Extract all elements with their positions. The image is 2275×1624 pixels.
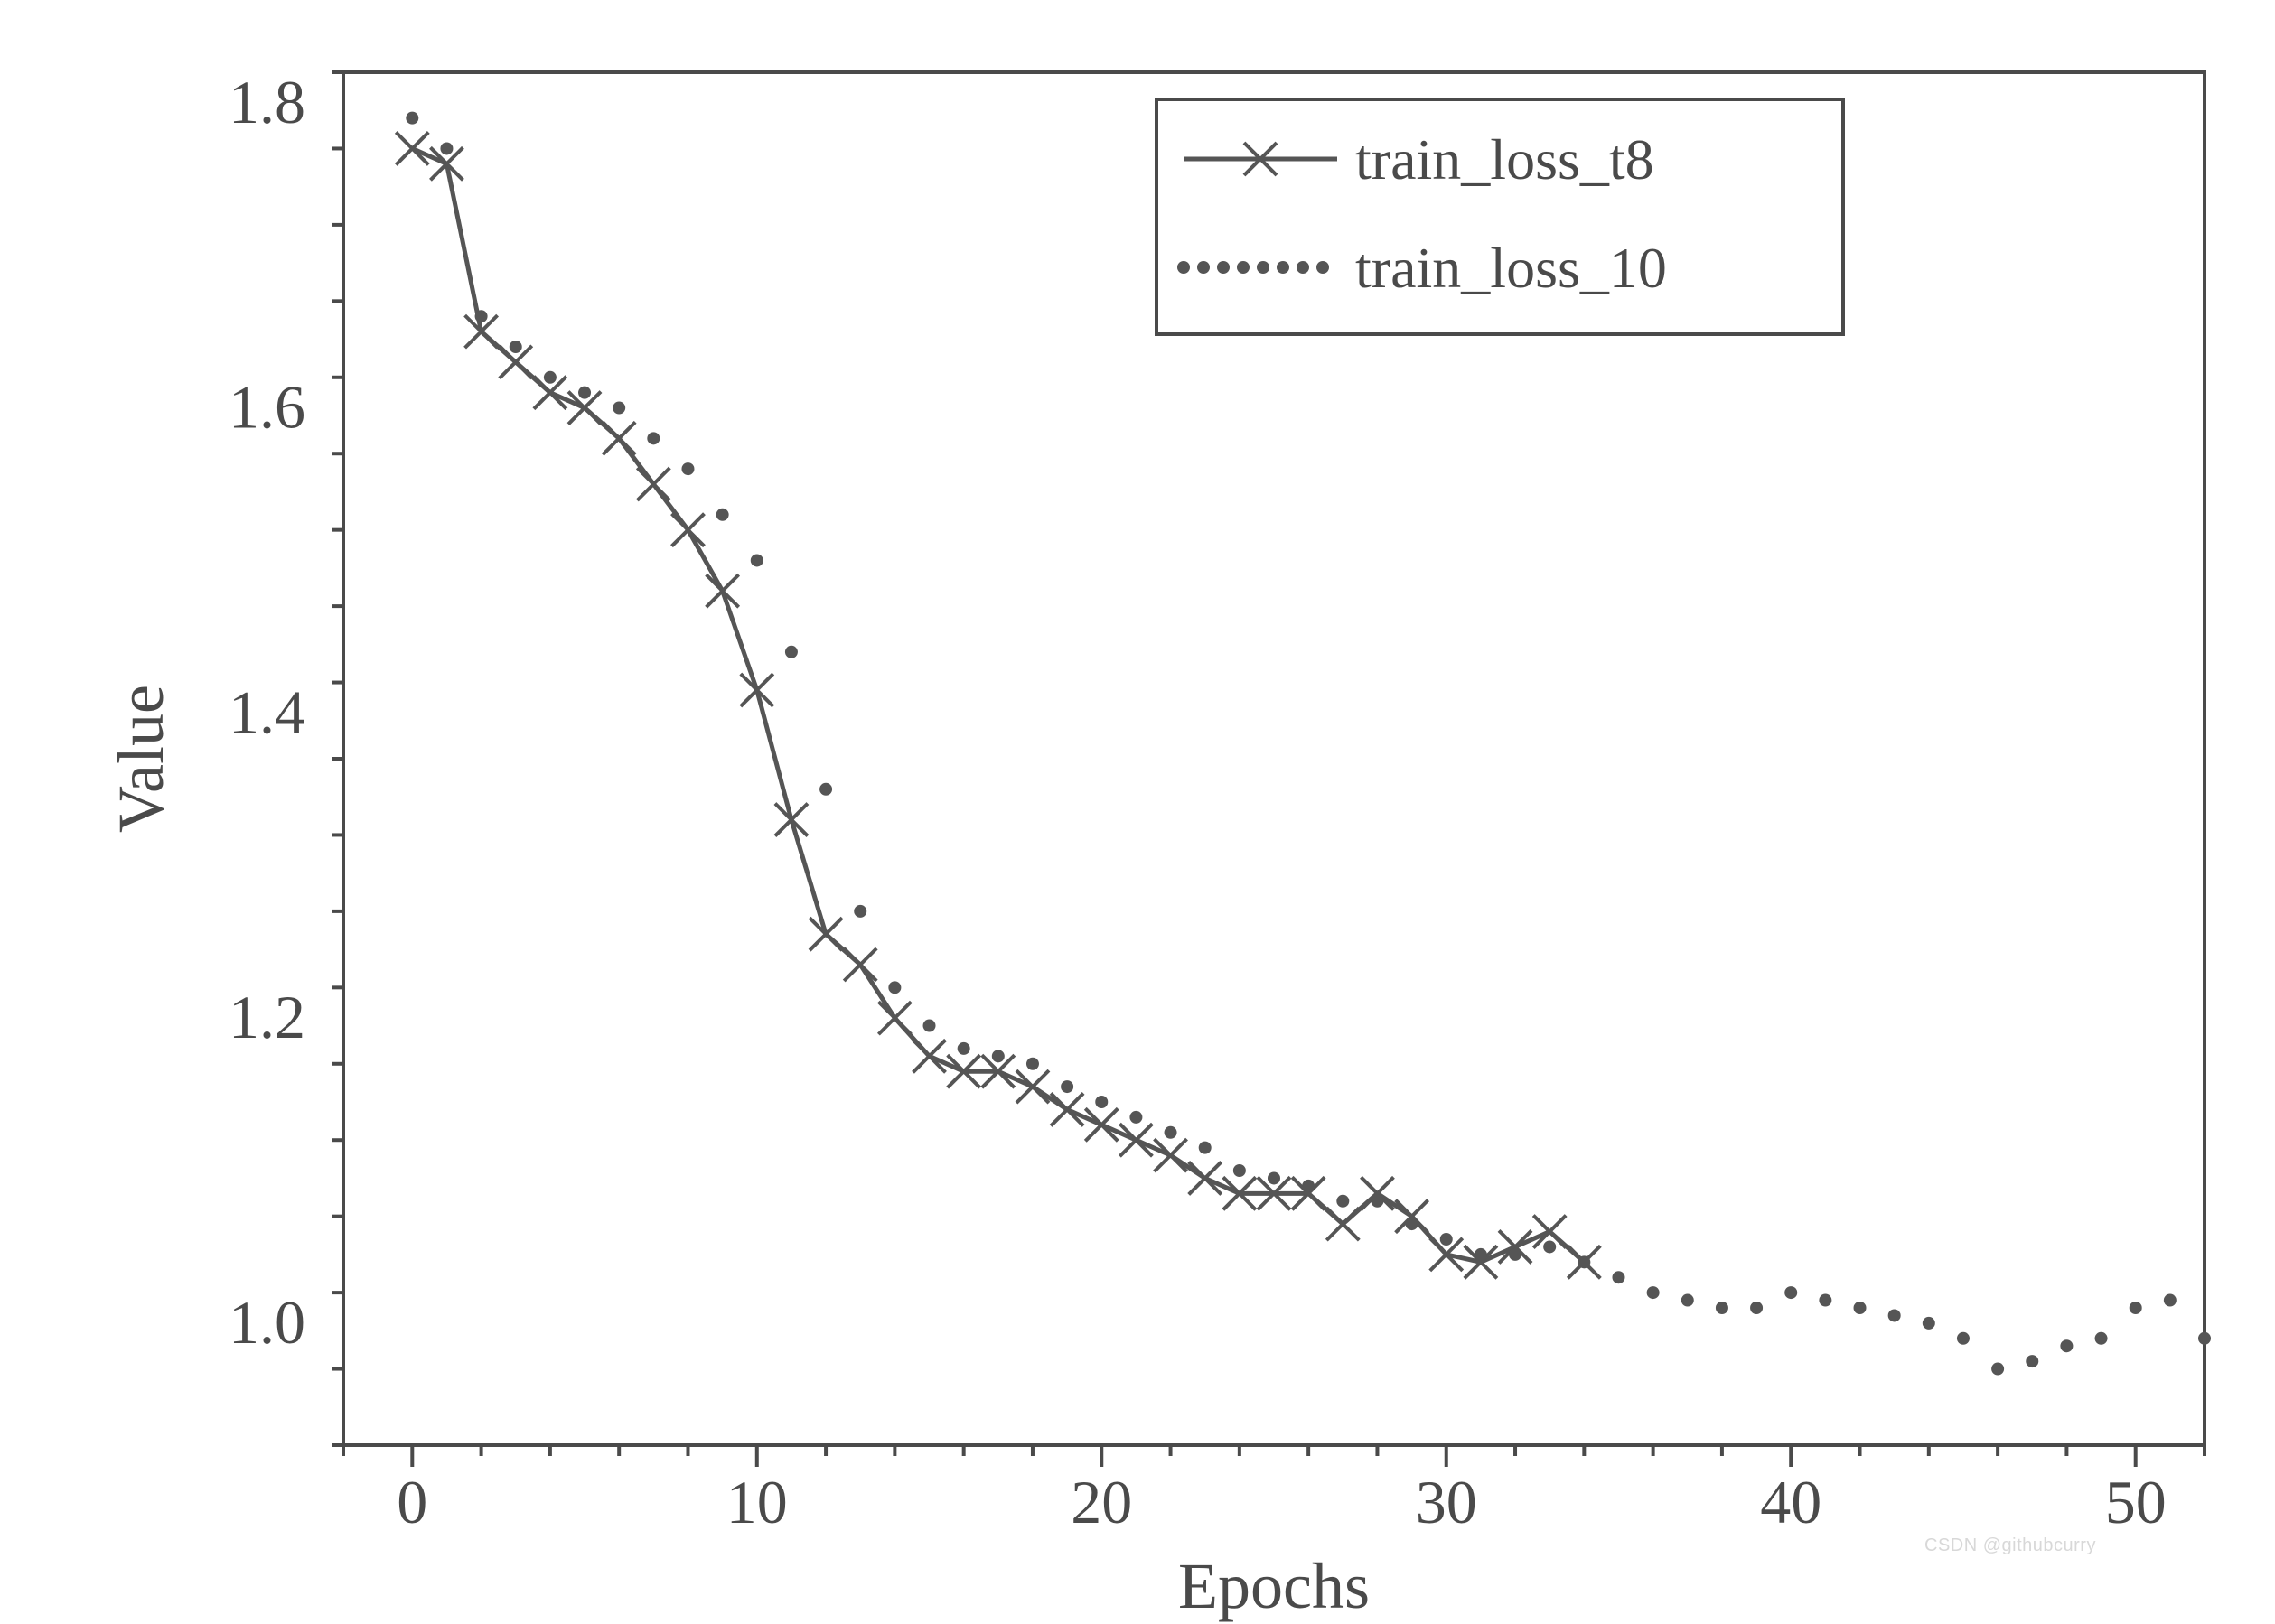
svg-text:10: 10 — [726, 1468, 788, 1536]
svg-text:50: 50 — [2105, 1468, 2167, 1536]
watermark: CSDN @githubcurry — [1924, 1535, 2096, 1556]
svg-text:1.6: 1.6 — [229, 373, 305, 442]
chart-container: 0 10 20 30 40 50 Epochs 1.0 1.2 1.4 1.6 1.8 Value tra… — [0, 0, 2275, 1624]
svg-text:train_loss_10: train_loss_10 — [1355, 236, 1667, 300]
svg-text:1.4: 1.4 — [229, 677, 305, 746]
svg-text:train_loss_t8: train_loss_t8 — [1355, 127, 1654, 191]
svg-text:1.0: 1.0 — [229, 1288, 305, 1357]
svg-text:20: 20 — [1071, 1468, 1132, 1536]
svg-text:1.8: 1.8 — [229, 68, 305, 136]
svg-text:1.2: 1.2 — [229, 983, 305, 1051]
svg-text:30: 30 — [1416, 1468, 1477, 1536]
svg-text:Value: Value — [105, 685, 177, 833]
svg-text:Epochs: Epochs — [1178, 1550, 1370, 1622]
loss-chart: 0 10 20 30 40 50 Epochs 1.0 1.2 1.4 1.6 1.8 Value tra… — [0, 0, 2275, 1624]
svg-text:40: 40 — [1760, 1468, 1821, 1536]
svg-text:0: 0 — [397, 1468, 427, 1536]
legend: train_loss_t8 train_loss_10 — [1156, 99, 1843, 334]
